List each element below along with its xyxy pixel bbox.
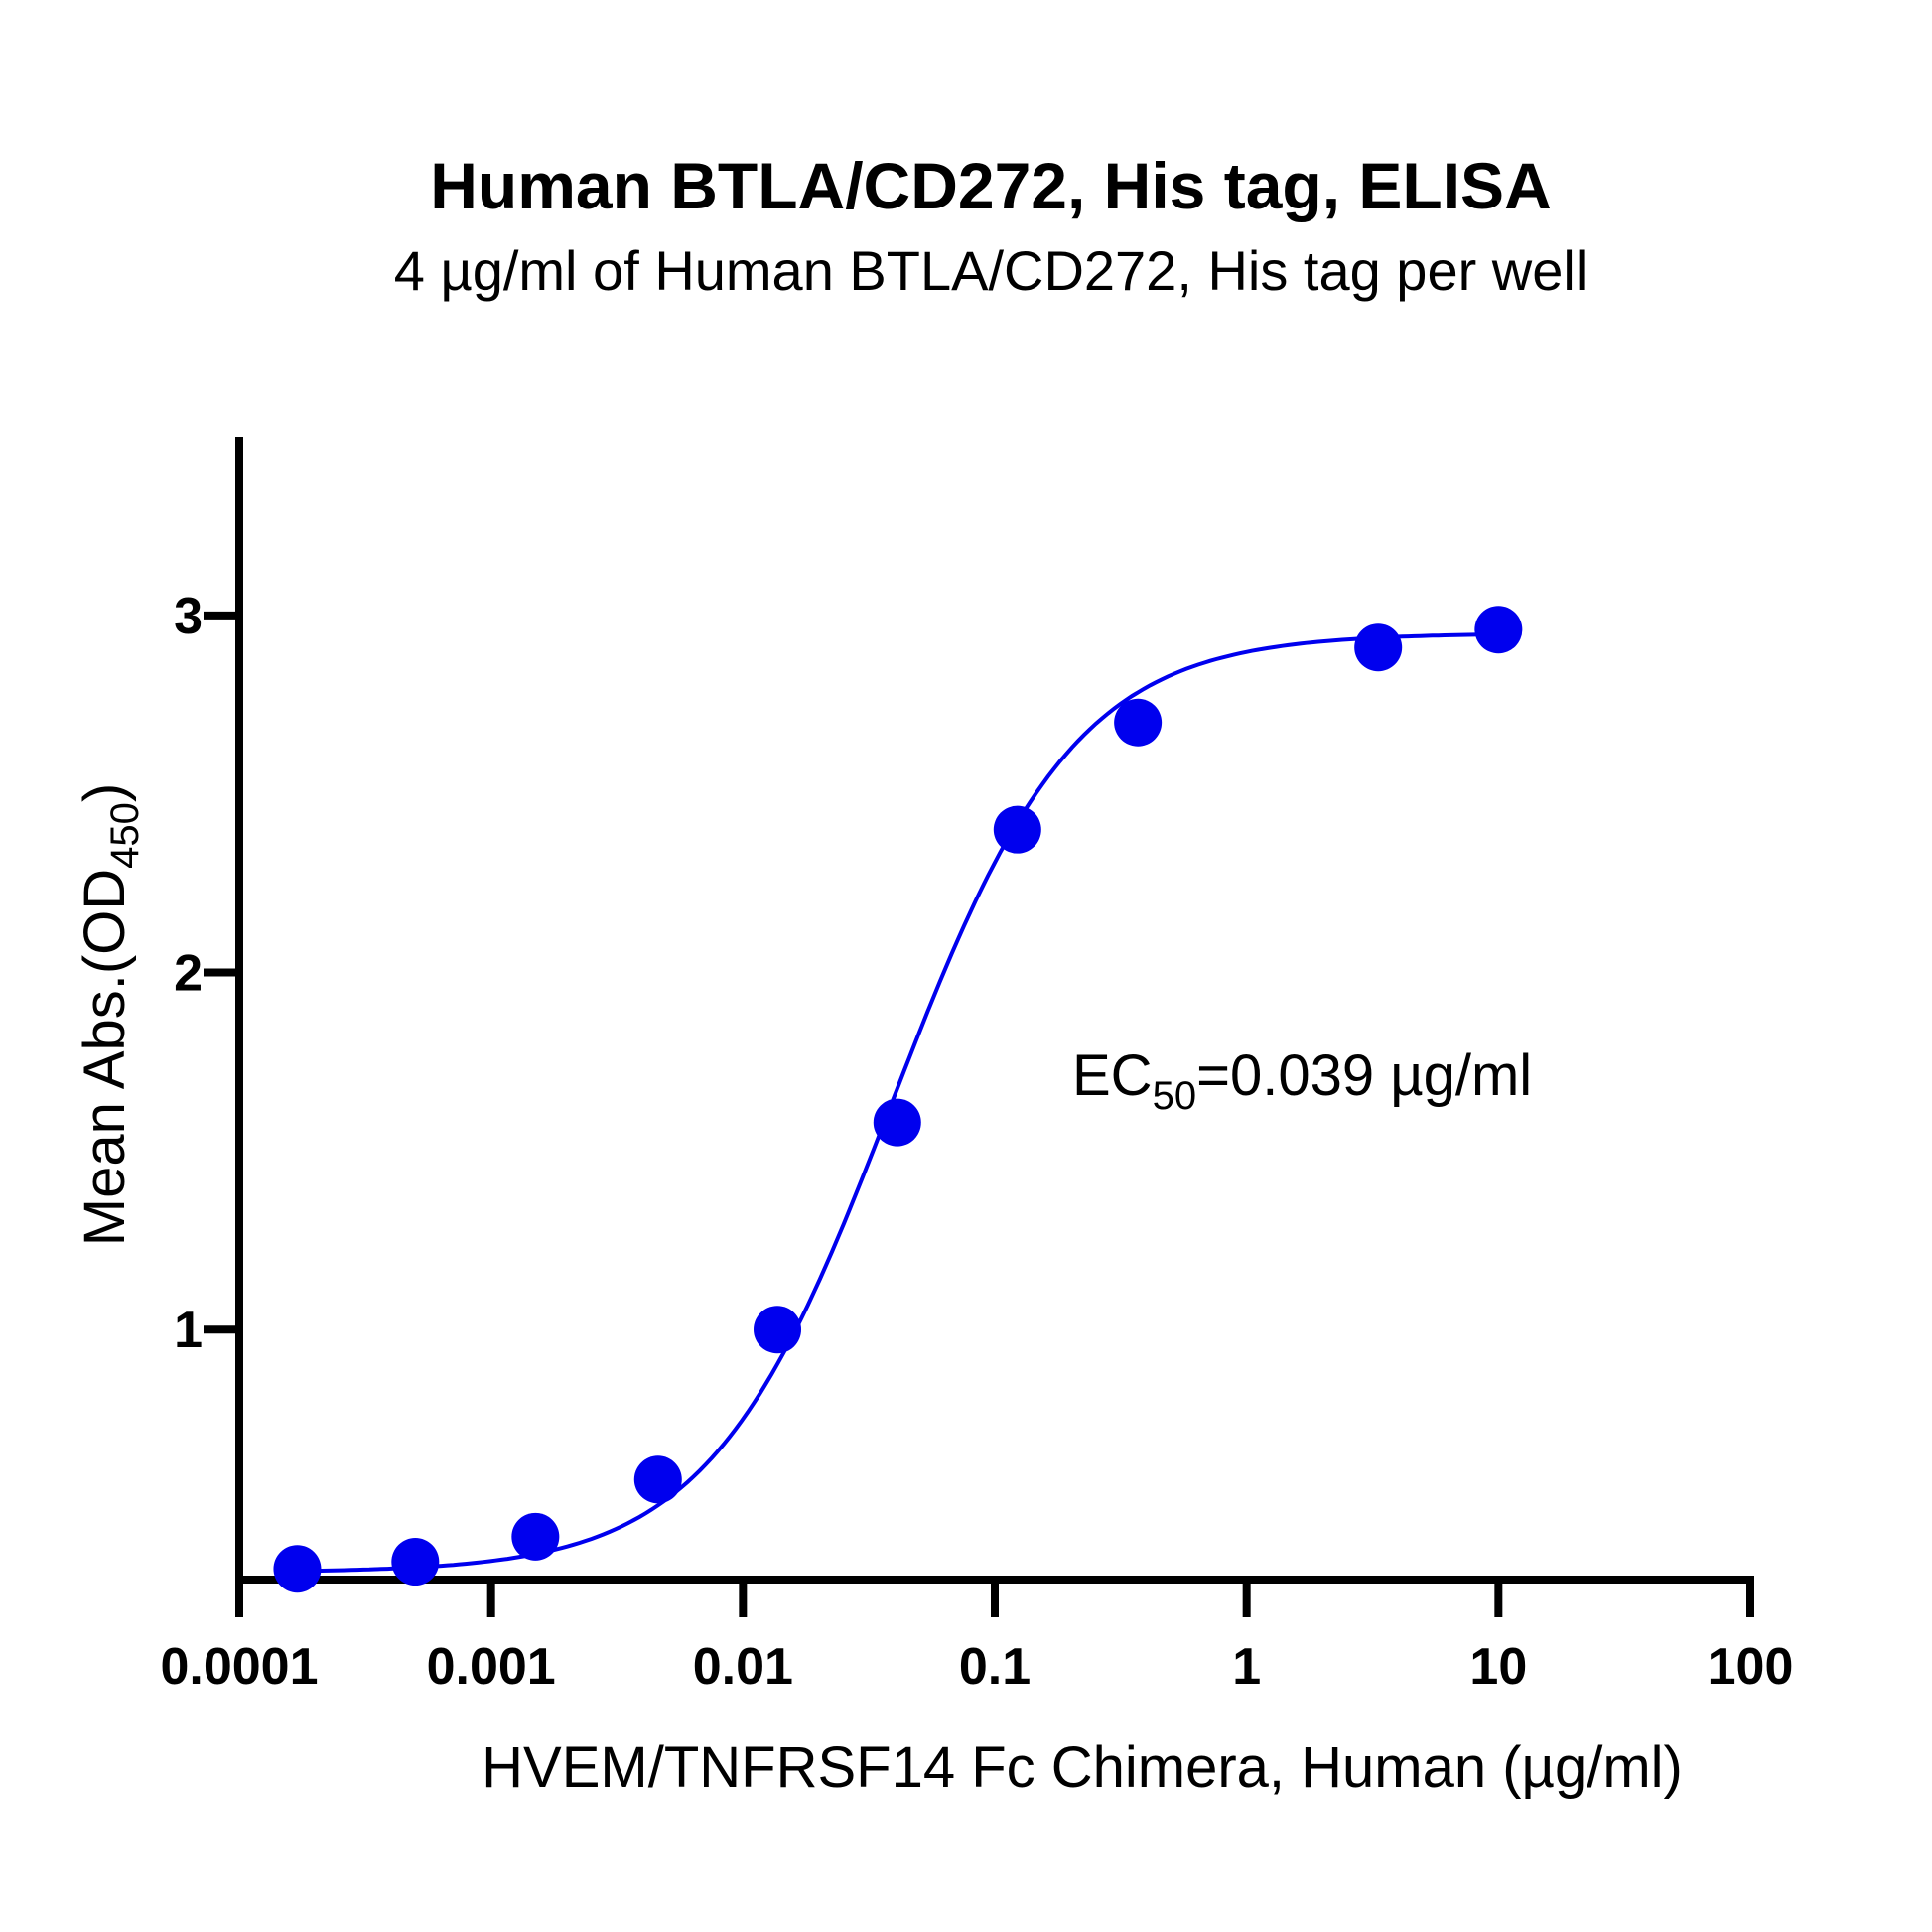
y-tick-label: 2 bbox=[174, 945, 203, 1003]
ec50-annotation: EC50=0.039 µg/ml bbox=[1072, 1043, 1532, 1118]
y-axis-label-main: Mean Abs.(OD bbox=[72, 869, 137, 1246]
x-tick-label: 0.1 bbox=[959, 1638, 1031, 1696]
y-tick-label: 3 bbox=[174, 588, 203, 645]
chart-title: Human BTLA/CD272, His tag, ELISA bbox=[430, 149, 1552, 222]
y-tick-label: 1 bbox=[174, 1302, 203, 1359]
x-axis-label: HVEM/TNFRSF14 Fc Chimera, Human (µg/ml) bbox=[482, 1735, 1683, 1800]
data-point bbox=[873, 1098, 921, 1147]
data-point bbox=[1474, 606, 1523, 654]
ec50-prefix: EC bbox=[1072, 1043, 1153, 1108]
data-point bbox=[754, 1306, 802, 1354]
y-axis-label-sub: 450 bbox=[103, 802, 147, 869]
chart-subtitle: 4 µg/ml of Human BTLA/CD272, His tag per… bbox=[394, 239, 1588, 302]
x-tick-label: 0.001 bbox=[427, 1638, 556, 1696]
data-point bbox=[1354, 623, 1403, 672]
ec50-suffix: =0.039 µg/ml bbox=[1196, 1043, 1532, 1108]
x-tick-label: 1 bbox=[1232, 1638, 1261, 1696]
fit-curve bbox=[297, 632, 1499, 1574]
data-point bbox=[1114, 698, 1163, 747]
data-points bbox=[273, 606, 1523, 1593]
x-tick-label: 100 bbox=[1708, 1638, 1794, 1696]
ticks: 0.0001 0.001 0.01 0.1 1 10 100 1 2 3 bbox=[160, 588, 1793, 1696]
x-tick-label: 10 bbox=[1469, 1638, 1527, 1696]
data-point bbox=[993, 805, 1041, 854]
data-point bbox=[273, 1545, 322, 1593]
y-axis-label-end: ) bbox=[72, 783, 137, 802]
x-tick-label: 0.0001 bbox=[160, 1638, 318, 1696]
y-axis-label: Mean Abs.(OD450) bbox=[72, 783, 147, 1246]
ec50-sub: 50 bbox=[1153, 1074, 1197, 1118]
data-point bbox=[633, 1455, 682, 1504]
x-tick-label: 0.01 bbox=[693, 1638, 793, 1696]
data-point bbox=[391, 1538, 440, 1587]
data-point bbox=[511, 1512, 560, 1561]
axes bbox=[235, 437, 1754, 1584]
